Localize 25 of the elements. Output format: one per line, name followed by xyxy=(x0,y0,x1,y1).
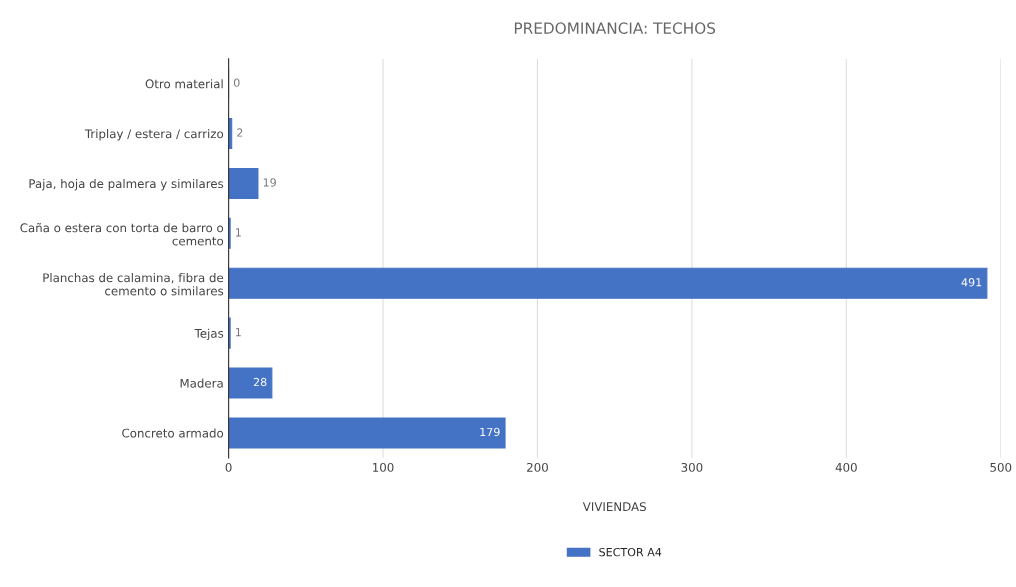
y-tick-label: Triplay / estera / carrizo xyxy=(84,129,224,141)
y-tick-label: Otro material xyxy=(145,79,223,89)
x-axis-title: VIVIENDAS xyxy=(582,502,646,512)
x-tick-label: 200 xyxy=(527,462,548,472)
data-label: 1 xyxy=(236,228,241,237)
data-label: 491 xyxy=(961,278,982,287)
x-tick-label: 0 xyxy=(225,462,232,472)
x-tick-label: 500 xyxy=(990,462,1012,472)
x-tick-label: 400 xyxy=(835,462,857,472)
data-label: 0 xyxy=(233,78,240,87)
x-tick-label: 300 xyxy=(681,462,703,472)
y-tick-label: Planchas de calamina, fibra de cemento o similares xyxy=(43,273,224,296)
y-tick-label: Tejas xyxy=(194,328,224,341)
data-label: 179 xyxy=(480,427,500,437)
data-label: 28 xyxy=(253,377,267,387)
data-label: 19 xyxy=(263,178,276,187)
chart-title: PREDOMINANCIA: TECHOS xyxy=(514,22,716,34)
y-tick-label: Madera xyxy=(180,378,223,388)
x-tick-label: 100 xyxy=(373,462,394,472)
data-label: 1 xyxy=(236,328,241,337)
y-tick-label: Caña o estera con torta de barro o cemento xyxy=(20,222,224,246)
data-label: 2 xyxy=(237,128,243,137)
y-tick-label: Paja, hoja de palmera y similares xyxy=(29,178,224,191)
y-tick-label: Concreto armado xyxy=(122,428,224,438)
legend-label: SECTOR A4 xyxy=(599,547,662,557)
